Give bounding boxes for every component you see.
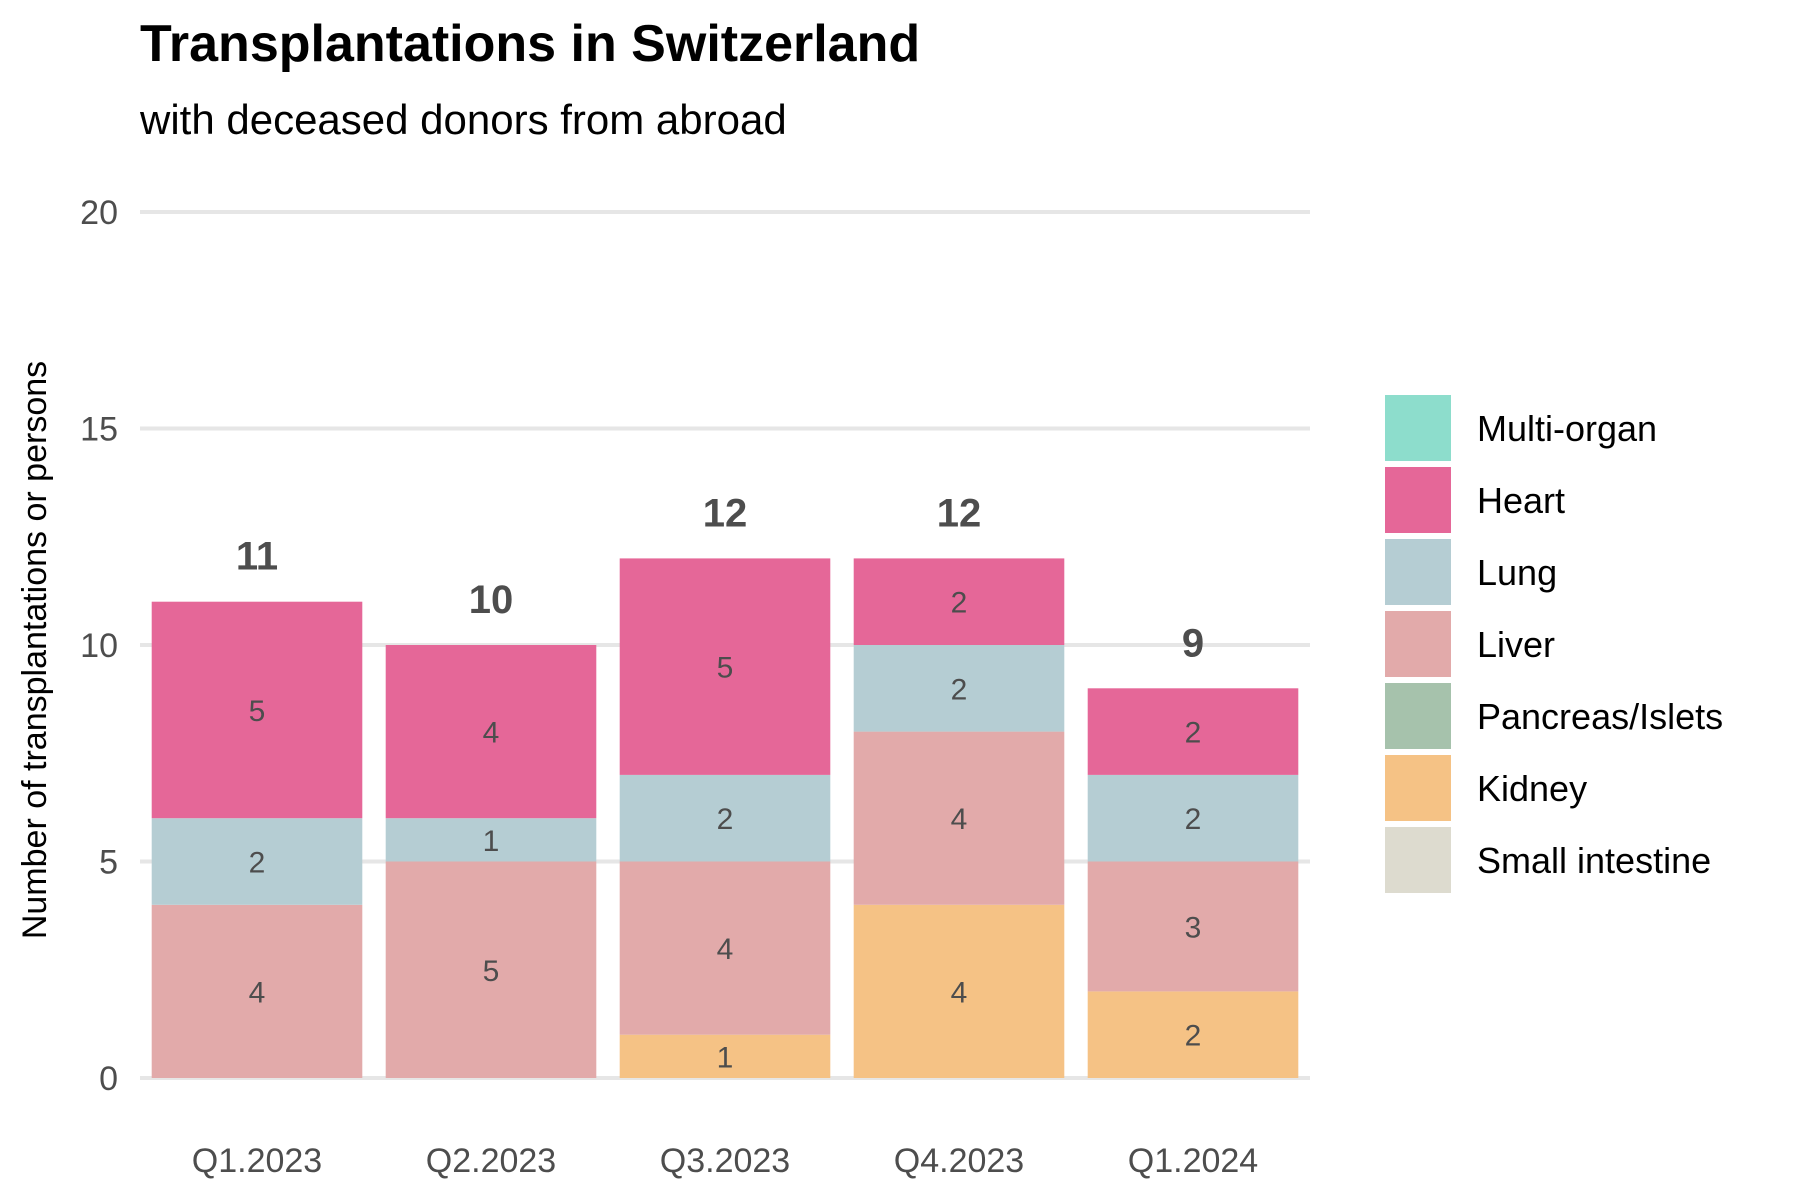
segment-value-label: 4 bbox=[483, 717, 500, 750]
segment-value-label: 3 bbox=[1185, 911, 1202, 944]
bar-segment-liver bbox=[1087, 861, 1299, 992]
bar-segment-liver bbox=[385, 861, 597, 1078]
chart-title: Transplantations in Switzerland bbox=[140, 15, 921, 73]
bar-segment-heart bbox=[853, 558, 1065, 645]
bar-total-label: 12 bbox=[937, 491, 982, 535]
segment-value-label: 1 bbox=[717, 1041, 734, 1074]
bar-total-label: 11 bbox=[236, 535, 278, 579]
segment-value-label: 4 bbox=[951, 976, 968, 1009]
legend-swatch bbox=[1385, 755, 1451, 821]
y-tick-label: 10 bbox=[80, 627, 118, 665]
y-axis-title: Number of transplantations or persons bbox=[16, 361, 54, 939]
x-tick-label: Q2.2023 bbox=[426, 1142, 556, 1180]
y-tick-label: 20 bbox=[80, 194, 118, 232]
legend: Multi-organ Heart Lung Liver Pancreas/Islets… bbox=[1385, 395, 1723, 893]
bar-segment-liver bbox=[151, 904, 363, 1078]
bar-segment-lung bbox=[385, 818, 597, 862]
segment-value-label: 5 bbox=[717, 652, 734, 685]
legend-label: Liver bbox=[1477, 624, 1555, 665]
segment-value-label: 2 bbox=[1185, 1020, 1202, 1053]
bar-segment-kidney bbox=[853, 904, 1065, 1078]
segment-value-label: 2 bbox=[1185, 803, 1202, 836]
segment-value-label: 5 bbox=[483, 955, 500, 988]
segment-value-label: 5 bbox=[249, 695, 266, 728]
segment-value-label: 1 bbox=[483, 825, 500, 858]
legend-swatch bbox=[1385, 467, 1451, 533]
legend-label: Heart bbox=[1477, 480, 1565, 521]
bar-total-label: 9 bbox=[1182, 621, 1204, 665]
bar-segment-lung bbox=[619, 774, 831, 862]
legend-label: Multi-organ bbox=[1477, 408, 1657, 449]
bar-segment-kidney bbox=[1087, 991, 1299, 1078]
legend-swatch bbox=[1385, 395, 1451, 461]
legend-swatch bbox=[1385, 611, 1451, 677]
x-tick-label: Q4.2023 bbox=[894, 1142, 1024, 1180]
segment-value-label: 2 bbox=[717, 803, 734, 836]
bar-segment-lung bbox=[853, 645, 1065, 732]
bar-segment-liver bbox=[619, 861, 831, 1035]
segment-value-label: 4 bbox=[249, 976, 266, 1009]
bars bbox=[151, 558, 1299, 1078]
legend-swatch bbox=[1385, 683, 1451, 749]
segment-value-label: 4 bbox=[951, 803, 968, 836]
bar-segment-lung bbox=[151, 818, 363, 905]
legend-label: Pancreas/Islets bbox=[1477, 696, 1723, 737]
segment-value-label: 2 bbox=[249, 847, 266, 880]
bar-segment-heart bbox=[619, 558, 831, 775]
bar-segment-kidney bbox=[619, 1034, 831, 1078]
x-tick-label: Q1.2024 bbox=[1128, 1142, 1258, 1180]
x-tick-label: Q3.2023 bbox=[660, 1142, 790, 1180]
y-tick-label: 15 bbox=[80, 411, 118, 449]
legend-label: Lung bbox=[1477, 552, 1557, 593]
segment-value-label: 2 bbox=[951, 673, 968, 706]
y-tick-label: 5 bbox=[99, 844, 118, 882]
bar-segment-heart bbox=[151, 601, 363, 819]
segment-value-label: 2 bbox=[1185, 717, 1202, 750]
x-tick-label: Q1.2023 bbox=[192, 1142, 322, 1180]
bar-total-label: 12 bbox=[703, 491, 748, 535]
bar-total-label: 10 bbox=[469, 578, 514, 622]
bar-segment-heart bbox=[1087, 688, 1299, 775]
chart-subtitle: with deceased donors from abroad bbox=[140, 96, 787, 143]
y-tick-label: 0 bbox=[99, 1060, 118, 1098]
legend-label: Small intestine bbox=[1477, 840, 1711, 881]
segment-value-label: 2 bbox=[951, 587, 968, 620]
segment-value-label: 4 bbox=[717, 933, 734, 966]
bar-segment-lung bbox=[1087, 774, 1299, 862]
legend-label: Kidney bbox=[1477, 768, 1587, 809]
bar-segment-liver bbox=[853, 731, 1065, 905]
legend-swatch bbox=[1385, 539, 1451, 605]
bar-segment-heart bbox=[385, 645, 597, 819]
legend-swatch bbox=[1385, 827, 1451, 893]
